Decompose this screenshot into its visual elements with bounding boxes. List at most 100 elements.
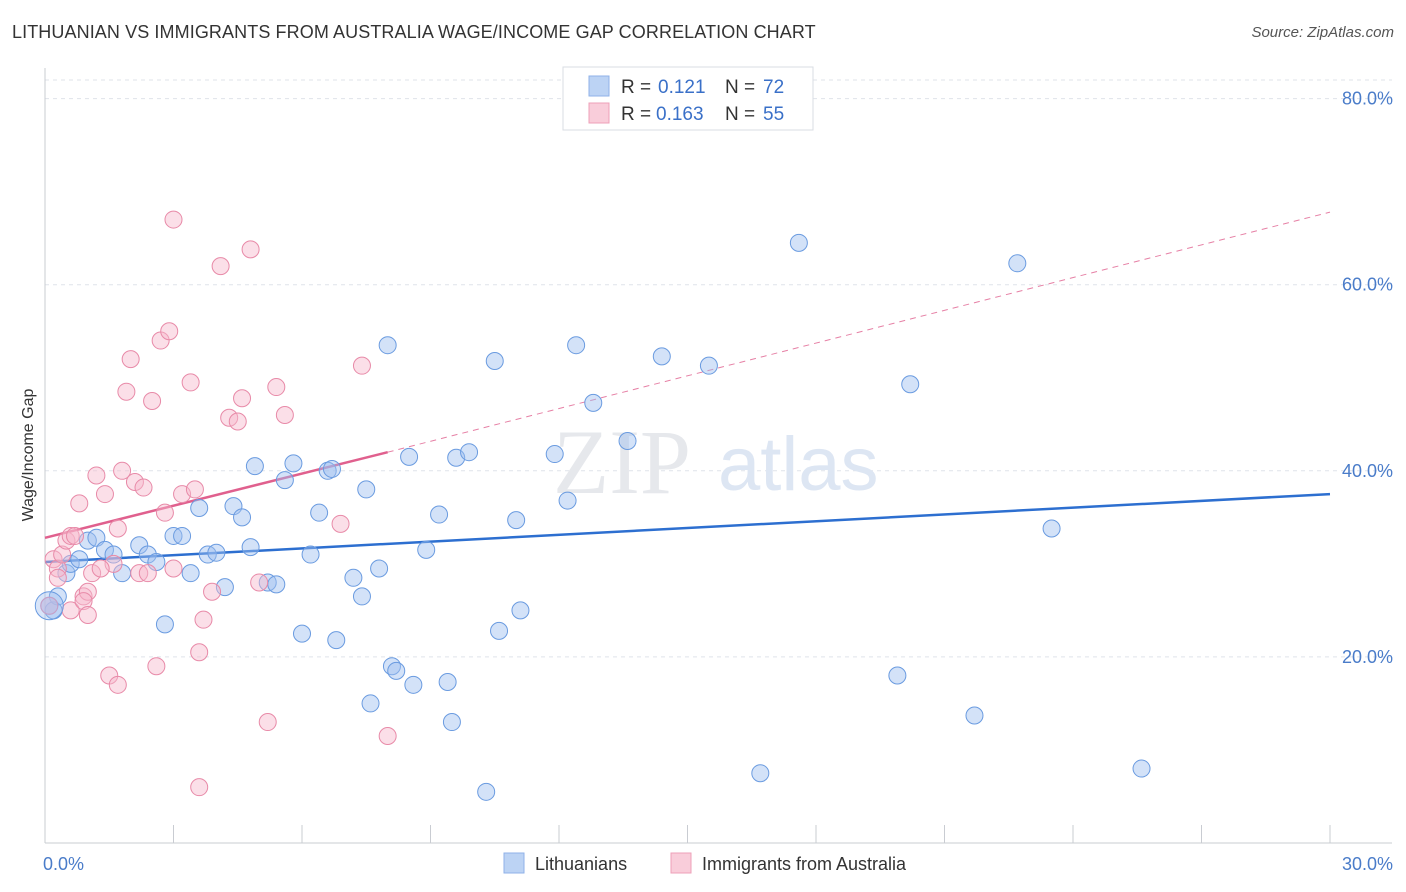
point-lithuanians (233, 508, 252, 527)
legend-n-value-1: 72 (763, 77, 784, 98)
point-lithuanians (245, 457, 264, 476)
point-lithuanians (322, 459, 341, 478)
grid-lines (45, 79, 1392, 658)
point-immigrants-australia (61, 526, 80, 545)
point-lithuanians (1132, 759, 1151, 778)
point-lithuanians (545, 445, 564, 464)
point-lithuanians (352, 587, 371, 606)
point-immigrants-australia (228, 412, 247, 431)
point-immigrants-australia (138, 564, 157, 583)
point-immigrants-australia (40, 596, 59, 615)
legend: R = 0.121 N = 72 R = 0.163 N = 55 (562, 66, 814, 131)
point-lithuanians (181, 564, 200, 583)
watermark-atlas: atlas (718, 422, 879, 507)
point-lithuanians (284, 454, 303, 473)
point-lithuanians (357, 480, 376, 499)
point-lithuanians (751, 764, 770, 783)
y-tick-labels: 20.0% 40.0% 60.0% 80.0% (1342, 89, 1393, 667)
point-immigrants-australia (190, 643, 209, 662)
point-immigrants-australia (53, 545, 72, 564)
point-lithuanians (57, 564, 76, 583)
bottom-legend-label-2: Immigrants from Australia (702, 854, 907, 874)
point-lithuanians (442, 713, 461, 732)
point-lithuanians (241, 538, 260, 557)
point-lithuanians (275, 471, 294, 490)
point-immigrants-australia (143, 392, 162, 411)
point-lithuanians (460, 443, 479, 462)
point-immigrants-australia (70, 494, 89, 513)
point-lithuanians (400, 447, 419, 466)
point-lithuanians (1008, 254, 1027, 273)
point-lithuanians (438, 673, 457, 692)
point-immigrants-australia (91, 559, 110, 578)
bottom-legend-label-1: Lithuanians (535, 854, 627, 874)
scatter-points (34, 210, 1151, 801)
x-tick-labels: 0.0% 30.0% (43, 854, 1393, 874)
point-immigrants-australia (87, 466, 106, 485)
point-immigrants-australia (117, 382, 136, 401)
axes (44, 68, 1392, 844)
legend-r-value-1: 0.121 (658, 77, 706, 98)
point-immigrants-australia (78, 582, 97, 601)
point-lithuanians (888, 666, 907, 685)
point-lithuanians (567, 336, 586, 355)
source-label: Source: ZipAtlas.com (1251, 24, 1394, 41)
point-immigrants-australia (190, 778, 209, 797)
point-lithuanians (477, 782, 496, 801)
point-lithuanians (511, 601, 530, 620)
y-tick-label: 80.0% (1342, 89, 1393, 109)
x-tick-label: 30.0% (1342, 854, 1393, 874)
point-immigrants-australia (134, 478, 153, 497)
point-lithuanians (789, 233, 808, 252)
point-immigrants-australia (181, 373, 200, 392)
point-immigrants-australia (65, 526, 84, 545)
point-immigrants-australia (194, 610, 213, 629)
point-lithuanians (155, 615, 174, 634)
point-lithuanians (310, 503, 329, 522)
point-lithuanians-cluster (34, 591, 64, 621)
point-immigrants-australia (164, 210, 183, 229)
point-lithuanians (965, 706, 984, 725)
point-immigrants-australia (267, 378, 286, 397)
point-lithuanians (699, 356, 718, 375)
trend-line-immigrants-australia (44, 450, 388, 540)
point-immigrants-australia (113, 461, 132, 480)
point-lithuanians (652, 347, 671, 366)
point-immigrants-australia (48, 568, 67, 587)
point-lithuanians (104, 545, 123, 564)
legend-r-label-1: R = (621, 77, 651, 98)
point-immigrants-australia (121, 350, 140, 369)
legend-n-label-2: N = (725, 104, 755, 125)
y-tick-label: 60.0% (1342, 275, 1393, 295)
y-tick-label: 20.0% (1342, 647, 1393, 667)
point-lithuanians (344, 568, 363, 587)
legend-r-value-2: 0.163 (656, 104, 704, 125)
bottom-legend-swatch-blue (503, 852, 525, 874)
point-lithuanians (1042, 519, 1061, 538)
point-immigrants-australia (233, 389, 252, 408)
point-lithuanians (485, 352, 504, 371)
point-immigrants-australia (74, 592, 93, 611)
legend-n-label-1: N = (725, 77, 755, 98)
point-lithuanians (327, 631, 346, 650)
point-immigrants-australia (160, 322, 179, 341)
bottom-legend: Lithuanians Immigrants from Australia (503, 852, 907, 874)
chart-title: LITHUANIAN VS IMMIGRANTS FROM AUSTRALIA … (12, 22, 816, 42)
point-immigrants-australia (108, 519, 127, 538)
point-lithuanians (190, 499, 209, 518)
point-immigrants-australia (220, 408, 239, 427)
trend-line-extension (387, 211, 1331, 453)
point-immigrants-australia (44, 550, 63, 569)
point-lithuanians (417, 540, 436, 559)
point-lithuanians (490, 621, 509, 640)
legend-r-label-2: R = (621, 104, 651, 125)
point-immigrants-australia (185, 480, 204, 499)
trend-lines (44, 211, 1331, 564)
point-lithuanians (173, 526, 192, 545)
point-immigrants-australia (48, 559, 67, 578)
trend-line-lithuanians (44, 492, 1331, 564)
point-lithuanians (404, 675, 423, 694)
point-lithuanians (267, 575, 286, 594)
point-immigrants-australia (147, 657, 166, 676)
